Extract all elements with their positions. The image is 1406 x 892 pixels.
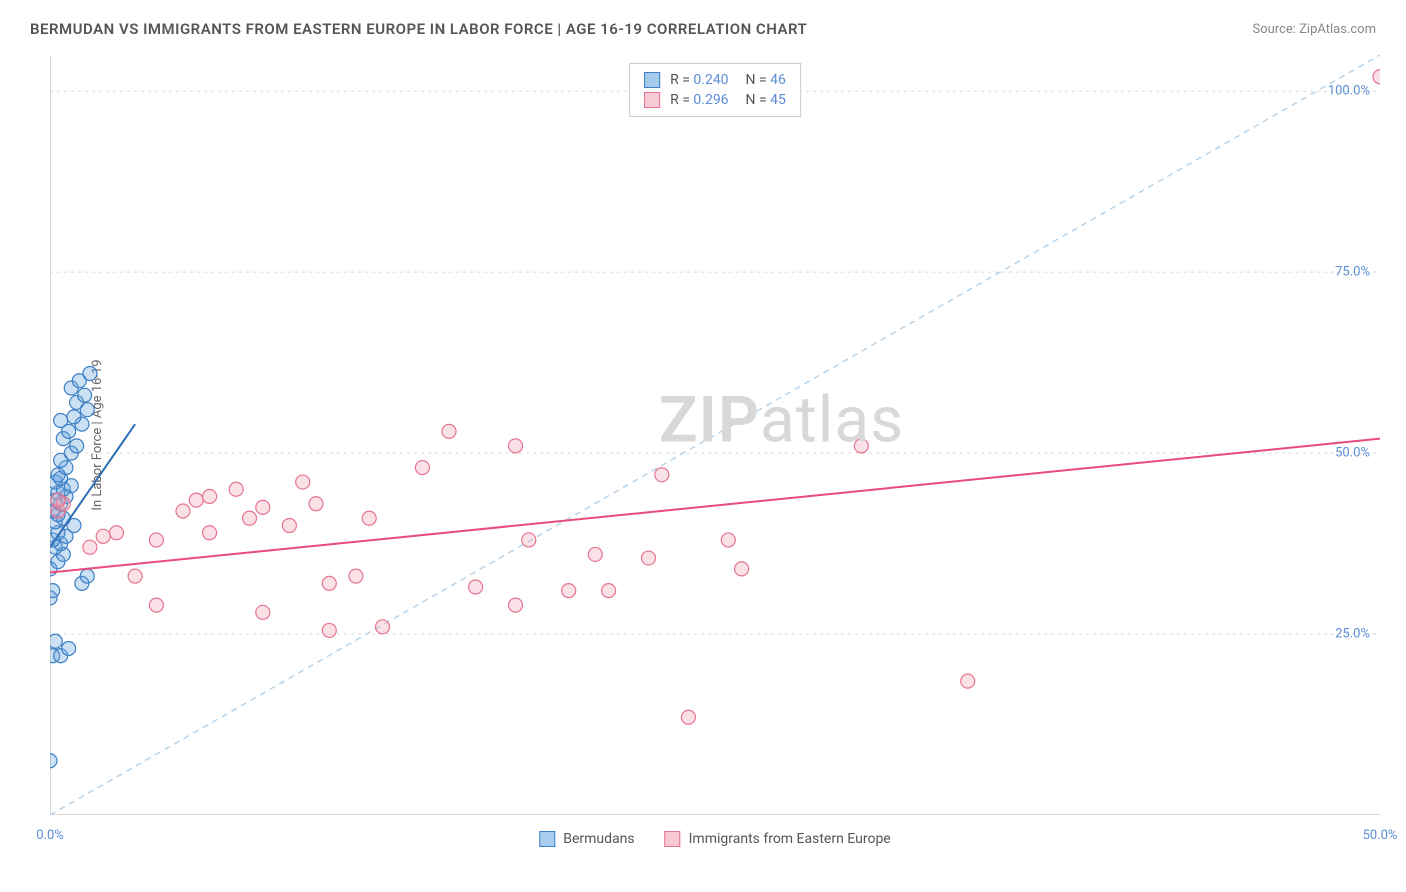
data-point: [203, 526, 217, 540]
data-point: [62, 642, 76, 656]
data-point: [50, 634, 62, 648]
data-point: [681, 710, 695, 724]
y-tick-label: 50.0%: [1335, 446, 1370, 461]
data-point: [721, 533, 735, 547]
data-point: [655, 468, 669, 482]
legend-r-label: R = 0.240: [670, 72, 728, 88]
data-point: [415, 461, 429, 475]
data-point: [176, 504, 190, 518]
data-point: [961, 674, 975, 688]
data-point: [296, 475, 310, 489]
data-point: [83, 366, 97, 380]
data-point: [256, 500, 270, 514]
data-point: [562, 584, 576, 598]
legend-row: R = 0.240 N = 46: [644, 70, 786, 90]
data-point: [442, 424, 456, 438]
source-attribution: Source: ZipAtlas.com: [1252, 22, 1376, 37]
legend-swatch: [644, 92, 660, 108]
data-point: [469, 580, 483, 594]
data-point: [322, 623, 336, 637]
data-point: [50, 584, 60, 598]
data-point: [256, 605, 270, 619]
legend-label: Bermudans: [563, 831, 634, 847]
data-point: [322, 576, 336, 590]
regression-line: [50, 439, 1380, 573]
series-legend: Bermudans Immigrants from Eastern Europe: [539, 831, 890, 847]
scatter-chart: In Labor Force | Age 16-19 R = 0.240 N =…: [50, 55, 1380, 815]
data-point: [96, 529, 110, 543]
data-point: [70, 439, 84, 453]
data-point: [509, 439, 523, 453]
legend-item: Immigrants from Eastern Europe: [665, 831, 891, 847]
legend-n-label: N = 46: [739, 72, 786, 88]
legend-n-label: N = 45: [739, 92, 786, 108]
legend-label: Immigrants from Eastern Europe: [689, 831, 891, 847]
x-tick-label: 50.0%: [1363, 828, 1398, 843]
data-point: [854, 439, 868, 453]
data-point: [243, 511, 257, 525]
data-point: [509, 598, 523, 612]
data-point: [602, 584, 616, 598]
data-point: [282, 518, 296, 532]
legend-swatch: [539, 831, 555, 847]
data-point: [642, 551, 656, 565]
data-point: [83, 540, 97, 554]
data-point: [149, 598, 163, 612]
legend-item: Bermudans: [539, 831, 634, 847]
data-point: [149, 533, 163, 547]
data-point: [50, 754, 57, 768]
data-point: [362, 511, 376, 525]
data-point: [54, 414, 68, 428]
y-tick-label: 75.0%: [1335, 265, 1370, 280]
data-point: [522, 533, 536, 547]
data-point: [67, 410, 81, 424]
data-point: [51, 493, 65, 507]
data-point: [588, 547, 602, 561]
legend-swatch: [665, 831, 681, 847]
data-point: [128, 569, 142, 583]
data-point: [309, 497, 323, 511]
data-point: [735, 562, 749, 576]
data-point: [349, 569, 363, 583]
y-tick-label: 25.0%: [1335, 627, 1370, 642]
data-point: [376, 620, 390, 634]
data-point: [78, 388, 92, 402]
chart-header: BERMUDAN VS IMMIGRANTS FROM EASTERN EURO…: [0, 0, 1406, 48]
chart-plot-svg: [50, 55, 1380, 815]
data-point: [189, 493, 203, 507]
legend-r-label: R = 0.296: [670, 92, 728, 108]
data-point: [203, 490, 217, 504]
y-tick-label: 100.0%: [1328, 84, 1370, 99]
data-point: [229, 482, 243, 496]
correlation-legend: R = 0.240 N = 46R = 0.296 N = 45: [629, 63, 801, 117]
data-point: [80, 569, 94, 583]
chart-title: BERMUDAN VS IMMIGRANTS FROM EASTERN EURO…: [30, 20, 807, 38]
data-point: [110, 526, 124, 540]
legend-row: R = 0.296 N = 45: [644, 90, 786, 110]
legend-swatch: [644, 72, 660, 88]
data-point: [1373, 70, 1380, 84]
x-tick-label: 0.0%: [36, 828, 64, 843]
